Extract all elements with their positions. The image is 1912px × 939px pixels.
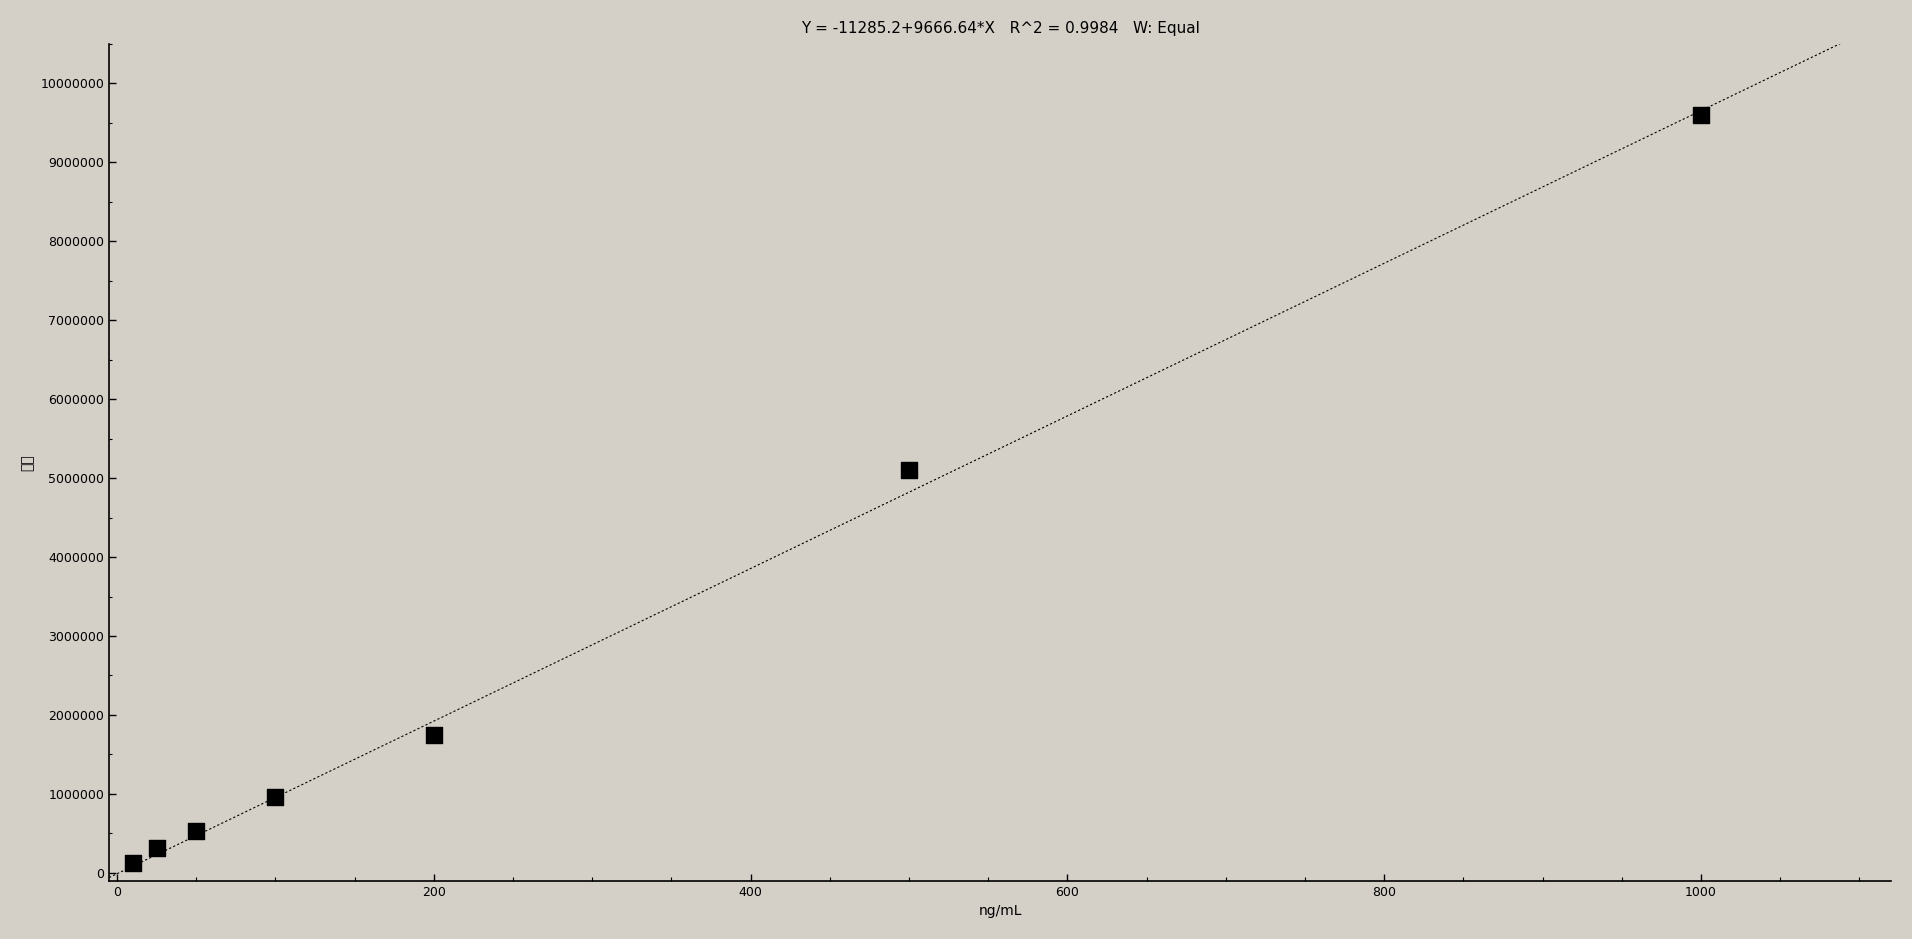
Point <box>141 840 172 855</box>
Point <box>182 824 212 839</box>
Title: Y = -11285.2+9666.64*X   R^2 = 0.9984   W: Equal: Y = -11285.2+9666.64*X R^2 = 0.9984 W: E… <box>801 21 1199 36</box>
Point <box>260 790 291 805</box>
Point <box>419 727 449 742</box>
Point <box>119 855 149 870</box>
X-axis label: ng/mL: ng/mL <box>979 904 1021 918</box>
Point <box>893 463 923 478</box>
Point <box>1686 107 1717 122</box>
Y-axis label: 面积: 面积 <box>21 454 34 470</box>
